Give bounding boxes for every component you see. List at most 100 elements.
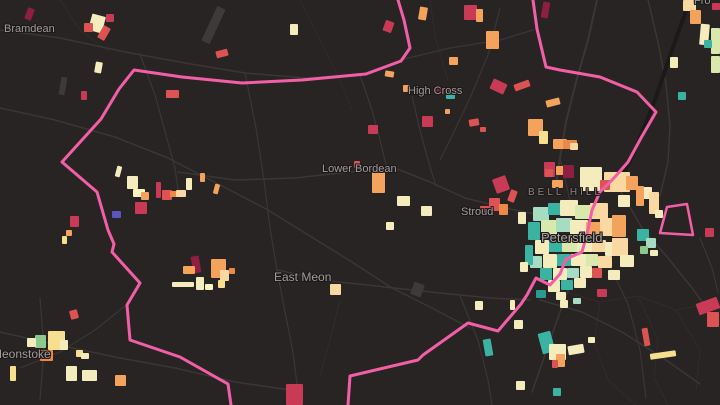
map-parcel [112, 211, 121, 218]
road-line [699, 237, 719, 293]
map-parcel [368, 125, 378, 134]
map-parcel [186, 178, 192, 190]
map-parcel [82, 370, 97, 381]
field-boundary-line [593, 301, 637, 405]
map-parcel [549, 238, 563, 252]
boundary-line [60, 0, 412, 405]
map-parcel [562, 238, 578, 252]
field-boundary-line [59, 0, 111, 53]
map-parcel [640, 246, 648, 254]
map-parcel [200, 173, 205, 182]
map-parcel [446, 89, 455, 99]
map-parcel [229, 268, 235, 274]
field-boundary-line [319, 299, 341, 377]
map-parcel [403, 85, 410, 92]
road-line [39, 297, 45, 401]
place-label-partial-ne: Fro [694, 0, 711, 7]
map-parcel [81, 91, 87, 100]
map-parcel [618, 195, 630, 207]
map-parcel [397, 196, 410, 206]
map-parcel [449, 57, 458, 65]
map-parcel [81, 353, 89, 359]
map-parcel [196, 277, 204, 290]
map-parcel [220, 270, 229, 281]
map-parcel [705, 228, 714, 237]
map-parcel [670, 57, 678, 68]
place-label-east-meon: East Meon [274, 270, 332, 284]
map-parcel [475, 301, 483, 310]
map-parcel [445, 109, 450, 114]
map-parcel [510, 300, 515, 310]
map-parcel [646, 238, 656, 248]
map-parcel [436, 87, 445, 95]
boundary-ring [658, 202, 695, 237]
map-parcel [556, 292, 566, 300]
field-boundary-line [675, 309, 701, 391]
place-label-bramdean: Bramdean [4, 23, 55, 35]
map-parcel [60, 340, 68, 350]
map-parcel [574, 278, 586, 288]
map-parcel [27, 338, 36, 347]
map-parcel [166, 90, 179, 98]
map-parcel [707, 312, 719, 327]
map-parcel [620, 255, 634, 267]
map-parcel [604, 172, 630, 192]
map-parcel [162, 190, 172, 200]
map-parcel [553, 388, 561, 396]
map-parcel [127, 176, 138, 189]
map-parcel [170, 191, 177, 197]
map-parcel [135, 202, 147, 214]
map-parcel [592, 268, 602, 278]
road-line [139, 53, 179, 191]
road-line [531, 271, 576, 393]
map-parcel [520, 262, 528, 272]
map-parcel [62, 236, 67, 244]
map-parcel [580, 167, 602, 191]
map-parcel [570, 143, 578, 150]
map-parcel [35, 335, 46, 348]
map-parcel [560, 300, 568, 308]
map-parcel [176, 190, 186, 197]
map-parcel [553, 139, 567, 149]
map-parcel [480, 127, 486, 132]
map-parcel [422, 116, 433, 127]
map-parcel [499, 204, 508, 215]
map-parcel [649, 192, 659, 214]
road-line [399, 29, 534, 61]
map-parcel [612, 238, 628, 256]
map-parcel [40, 350, 53, 361]
map-parcel [588, 337, 595, 343]
map-parcel [66, 366, 77, 381]
road-line [607, 261, 647, 399]
map-parcel [535, 240, 549, 254]
map-parcel [541, 220, 557, 236]
road-line [555, 0, 598, 186]
map-parcel [711, 28, 720, 54]
place-label-stroud: Stroud [461, 206, 494, 218]
road-line [411, 95, 437, 187]
map-parcel [10, 366, 16, 381]
map-parcel [489, 198, 500, 211]
map-parcel [575, 205, 591, 219]
map-parcel [525, 245, 533, 265]
map-parcel [476, 9, 483, 22]
map-parcel [141, 192, 149, 200]
place-label-bell-hill: BELL HILL [528, 187, 603, 198]
map-parcel [712, 3, 720, 10]
map-parcel [533, 207, 549, 221]
map-parcel [183, 266, 195, 274]
map-parcel [106, 14, 114, 22]
map-parcel [571, 254, 587, 266]
map-parcel [354, 161, 360, 168]
map-parcel [218, 280, 225, 288]
map-parcel [540, 268, 552, 280]
map-parcel [536, 290, 546, 298]
map-parcel [556, 218, 572, 232]
map-parcel [678, 92, 686, 100]
field-boundary-line [429, 0, 449, 81]
map-parcel [626, 176, 638, 190]
map-parcel [560, 200, 578, 216]
road-line [244, 72, 278, 271]
